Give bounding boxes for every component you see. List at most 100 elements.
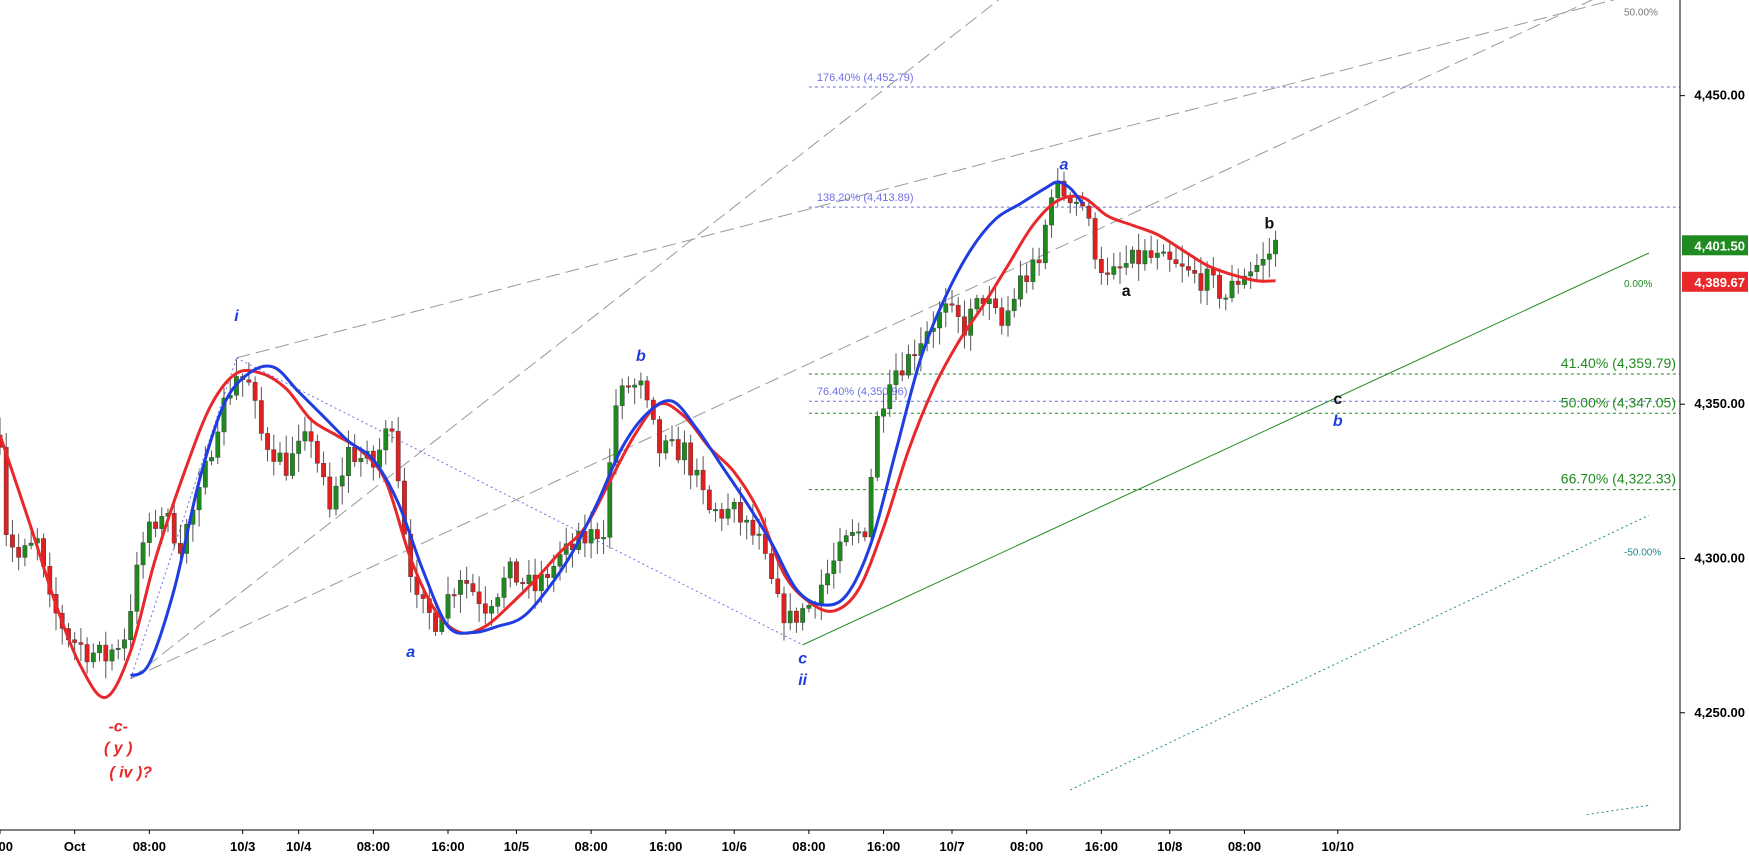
last-price-tag [1682, 235, 1748, 256]
moving-average-line [129, 180, 1084, 678]
candle-body [825, 573, 830, 586]
candle-body [103, 644, 109, 662]
candle-body [1142, 250, 1148, 265]
y-tick-label: 4,250.00 [1694, 705, 1745, 720]
candle-body [1260, 259, 1266, 266]
moving-averages [0, 180, 1276, 699]
candle-body [800, 608, 806, 623]
candle-body [128, 611, 134, 640]
candle-body [134, 564, 140, 612]
candle-body [731, 501, 737, 510]
channel-label: 50.00% [1624, 7, 1658, 18]
candle-body [271, 449, 277, 462]
candle-body [874, 415, 880, 478]
candle-body [719, 509, 725, 519]
x-tick-label: 08:00 [574, 839, 607, 854]
channel-label: -50.00% [1624, 547, 1661, 558]
candle-body [818, 584, 824, 606]
candle-body [258, 400, 264, 434]
x-tick-label: 10/5 [504, 839, 529, 854]
candle-body [657, 419, 662, 454]
candle-body [675, 439, 681, 461]
x-tick-label: 10/10 [1322, 839, 1355, 854]
candle-body [787, 610, 793, 624]
candle-body [358, 458, 364, 462]
candle-body [346, 447, 351, 476]
x-tick-label: 08:00 [357, 839, 390, 854]
last-price-label: 4,401.50 [1694, 238, 1745, 253]
candle-body [22, 545, 28, 558]
candle-body [1105, 272, 1110, 275]
candle-body [339, 475, 345, 487]
candle-body [1036, 259, 1042, 264]
candle-body [72, 639, 78, 643]
candle-body [495, 597, 501, 607]
candle-body [781, 593, 787, 624]
candle-body [296, 440, 302, 454]
candle-body [28, 542, 34, 546]
candle-body [501, 577, 507, 598]
candle-body [1011, 298, 1017, 311]
candle-body [383, 428, 389, 451]
fib-level-label: 50.00% (4,347.05) [1561, 394, 1676, 410]
wave-label: b [636, 348, 646, 365]
candle-body [750, 519, 756, 536]
candle-body [912, 354, 918, 357]
candle-body [806, 605, 812, 609]
candle-body [1173, 259, 1179, 264]
candle-body [246, 379, 252, 383]
candle-body [489, 606, 494, 614]
trend-line [236, 357, 803, 646]
candle-body [545, 573, 550, 578]
candle-body [893, 370, 899, 385]
candle-body [78, 642, 84, 645]
candle-body [1042, 224, 1048, 264]
candle-body [638, 380, 644, 386]
candle-body [868, 477, 874, 538]
x-tick-label: 08:00 [1228, 839, 1261, 854]
candle-body [769, 553, 774, 579]
fib-level-label: 66.70% (4,322.33) [1561, 471, 1676, 487]
x-tick-label: 10/7 [939, 839, 964, 854]
candle-body [557, 554, 563, 567]
x-tick-label: 08:00 [133, 839, 166, 854]
candle-body [862, 531, 868, 538]
candle-body [1186, 266, 1191, 271]
candle-body [706, 489, 712, 510]
candle-body [1179, 263, 1185, 267]
candle-body [949, 303, 955, 306]
candle-body [1242, 275, 1247, 285]
y-tick-label: 4,450.00 [1694, 88, 1745, 103]
candle-body [887, 384, 893, 409]
wave-label: ( y ) [104, 740, 132, 757]
candle-body [451, 594, 457, 597]
candle-body [514, 561, 519, 583]
x-tick-label: 10/6 [722, 839, 747, 854]
candle-body [1273, 239, 1278, 255]
trend-lines [130, 0, 1650, 816]
candle-body [122, 639, 127, 649]
wave-label: c [798, 650, 807, 667]
candle-body [688, 442, 694, 476]
trend-line [130, 357, 237, 679]
candle-body [1254, 265, 1260, 272]
x-tick-label: 16:00 [649, 839, 682, 854]
candle-body [1092, 218, 1098, 260]
candle-body [333, 485, 339, 510]
fib-levels: 176.40% (4,452.79) 138.20% (4,413.89) 76.4… [808, 7, 1680, 558]
candle-body [526, 574, 532, 584]
candle-body [90, 652, 96, 663]
candle-body [856, 531, 862, 534]
candle-body [283, 452, 289, 476]
candle-body [1161, 251, 1166, 254]
candle-body [302, 431, 308, 442]
candle-body [999, 307, 1005, 326]
candle-body [1204, 268, 1210, 291]
candle-body [84, 644, 90, 663]
wave-label: a [406, 644, 415, 661]
candle-body [1111, 266, 1117, 275]
candle-body [1098, 259, 1104, 273]
fib-level-label: 41.40% (4,359.79) [1561, 355, 1676, 371]
candle-body [265, 433, 270, 450]
candle-body [626, 385, 631, 388]
